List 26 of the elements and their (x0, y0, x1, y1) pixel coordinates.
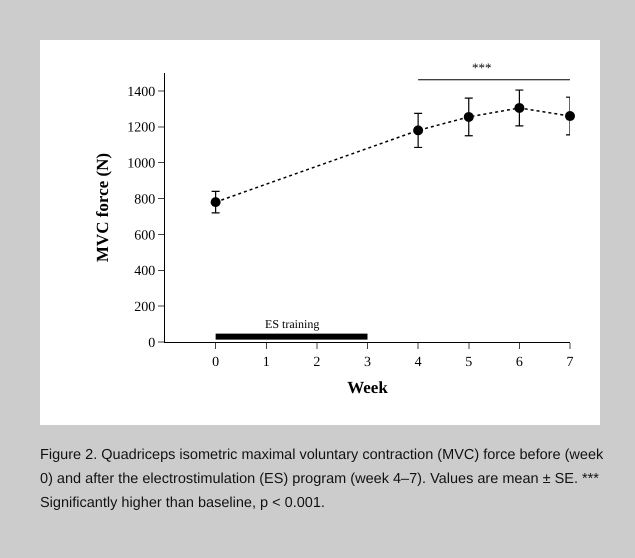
point (210, 197, 221, 208)
y-tick-label: 400 (134, 264, 156, 280)
x-axis-title: Week (347, 378, 388, 398)
x-tick-label: 2 (313, 354, 320, 370)
caption: Figure 2. Quadriceps isometric maximal voluntary contraction (MVC) force before (week 0) and after the electrostimulation (ES) program (week 4–7). Values are mean ± SE. *** Significantly higher than baseline, p < 0.001. (40, 446, 604, 513)
y-tick-label: 200 (134, 300, 156, 316)
x-tick-label: 6 (516, 354, 523, 370)
x-tick-label: 1 (262, 354, 270, 370)
y-axis-title: MVC force (N) (92, 152, 112, 262)
y-tick-label: 1000 (127, 156, 156, 172)
annotation: *** (472, 60, 492, 75)
x-tick-label: 7 (566, 354, 574, 370)
y-tick-label: 0 (148, 336, 156, 351)
x-tick-label: 3 (364, 354, 371, 370)
x-tick-label: 0 (212, 354, 220, 370)
point (565, 111, 575, 122)
y-tick-label: 800 (134, 192, 156, 208)
point (514, 102, 524, 113)
y-tick-label: 600 (134, 228, 156, 244)
y-tick-label: 1200 (127, 120, 156, 136)
series-label: ES training (265, 317, 320, 331)
x-tick-label: 5 (465, 354, 472, 370)
x-tick-label: 4 (414, 354, 422, 370)
point (464, 112, 474, 122)
y-tick-label: 1400 (127, 84, 156, 100)
point (413, 125, 424, 136)
